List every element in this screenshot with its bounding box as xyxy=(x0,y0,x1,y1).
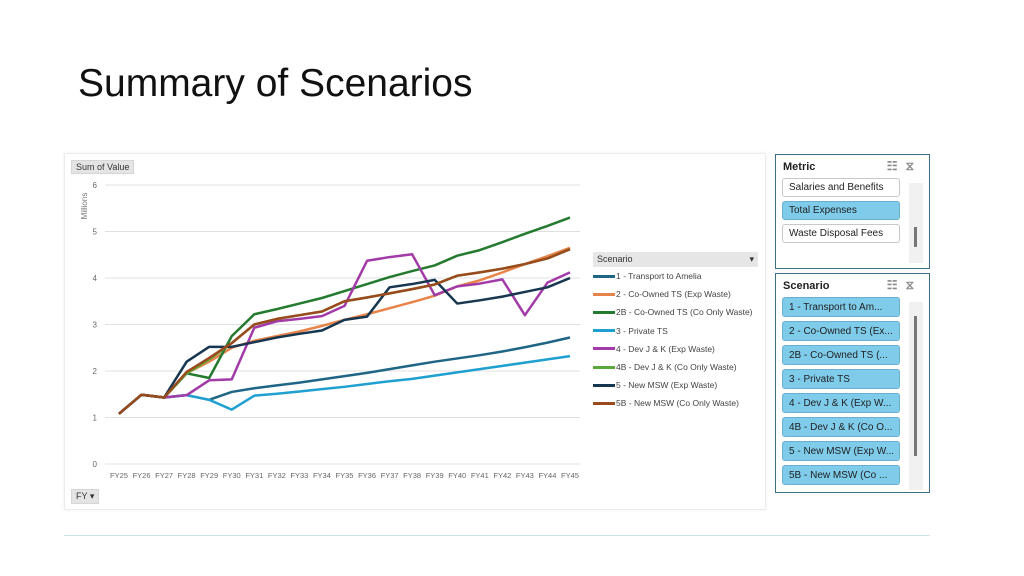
scenario-slicer-item[interactable]: 1 - Transport to Am... xyxy=(782,297,900,317)
y-tick-label: 6 xyxy=(93,181,98,190)
value-field-button[interactable]: Sum of Value xyxy=(71,160,135,174)
y-tick-label: 1 xyxy=(93,414,98,423)
series-line-3 xyxy=(118,354,571,415)
x-tick-label: FY32 xyxy=(268,471,286,480)
scenario-slicer-item[interactable]: 4B - Dev J & K (Co O... xyxy=(782,417,900,437)
legend-item[interactable]: 2 - Co-Owned TS (Exp Waste) xyxy=(593,285,758,303)
legend: Scenario ▾ 1 - Transport to Amelia 2 - Co-… xyxy=(593,252,758,413)
scenario-slicer-item[interactable]: 5 - New MSW (Exp W... xyxy=(782,441,900,461)
metric-slicer-item[interactable]: Waste Disposal Fees xyxy=(782,224,900,243)
x-tick-label: FY43 xyxy=(516,471,534,480)
legend-swatch xyxy=(593,365,615,369)
y-tick-label: 0 xyxy=(93,460,98,469)
metric-slicer-item[interactable]: Salaries and Benefits xyxy=(782,178,900,197)
legend-swatch xyxy=(593,401,615,405)
legend-swatch xyxy=(593,347,615,351)
x-tick-label: FY38 xyxy=(403,471,421,480)
x-tick-label: FY35 xyxy=(336,471,354,480)
series-line-4 xyxy=(118,253,571,415)
scrollbar[interactable] xyxy=(909,183,923,263)
divider xyxy=(64,535,930,536)
legend-swatch xyxy=(593,310,615,314)
x-tick-label: FY34 xyxy=(313,471,331,480)
x-tick-label: FY44 xyxy=(538,471,556,480)
scrollbar[interactable] xyxy=(909,302,923,490)
y-tick-label: 2 xyxy=(93,367,98,376)
clear-filter-icon[interactable]: ⧖ xyxy=(905,278,922,292)
scenario-slicer-item[interactable]: 4 - Dev J & K (Exp W... xyxy=(782,393,900,413)
x-tick-label: FY33 xyxy=(290,471,308,480)
x-tick-label: FY30 xyxy=(223,471,241,480)
dropdown-icon: ▾ xyxy=(749,254,754,264)
series-line-6 xyxy=(118,276,571,415)
legend-item[interactable]: 5B - New MSW (Co Only Waste) xyxy=(593,394,758,412)
slicer-title: Metric xyxy=(783,160,816,173)
x-tick-label: FY42 xyxy=(493,471,511,480)
fy-filter-button[interactable]: FY ▾ xyxy=(71,489,100,504)
legend-item[interactable]: 5 - New MSW (Exp Waste) xyxy=(593,376,758,394)
series-line-2 xyxy=(118,216,571,415)
legend-swatch xyxy=(593,329,615,333)
clear-filter-icon[interactable]: ⧖ xyxy=(905,159,922,173)
legend-item[interactable]: 3 - Private TS xyxy=(593,322,758,340)
x-tick-label: FY36 xyxy=(358,471,376,480)
x-tick-label: FY37 xyxy=(381,471,399,480)
legend-swatch xyxy=(593,383,615,387)
x-tick-label: FY28 xyxy=(178,471,196,480)
x-tick-label: FY27 xyxy=(155,471,173,480)
multi-select-icon[interactable]: ☷ xyxy=(886,159,906,173)
multi-select-icon[interactable]: ☷ xyxy=(886,278,906,292)
series-line-0 xyxy=(118,336,571,415)
legend-swatch xyxy=(593,292,615,296)
scenario-slicer-item[interactable]: 3 - Private TS xyxy=(782,369,900,389)
series-line-7 xyxy=(118,248,571,415)
legend-item[interactable]: 4 - Dev J & K (Exp Waste) xyxy=(593,340,758,358)
x-tick-label: FY31 xyxy=(245,471,263,480)
y-axis-label: Millions xyxy=(80,193,89,220)
metric-slicer: Metric ☷⧖ Salaries and Benefits Total Expe… xyxy=(775,154,930,269)
x-tick-label: FY25 xyxy=(110,471,128,480)
slicer-title: Scenario xyxy=(783,279,830,292)
page-title: Summary of Scenarios xyxy=(78,62,473,105)
y-tick-label: 4 xyxy=(93,274,98,283)
series-line-5 xyxy=(118,248,571,415)
pivot-chart: 0 1 2 3 4 5 6 Millions FY25 FY26 FY27 FY28 FY29 FY30 F… xyxy=(64,153,766,510)
y-tick-label: 5 xyxy=(93,228,98,237)
metric-slicer-item[interactable]: Total Expenses xyxy=(782,201,900,220)
scenario-slicer-item[interactable]: 2B - Co-Owned TS (... xyxy=(782,345,900,365)
legend-filter-button[interactable]: Scenario ▾ xyxy=(593,252,758,267)
x-tick-label: FY26 xyxy=(133,471,151,480)
legend-swatch xyxy=(593,274,615,278)
x-tick-label: FY39 xyxy=(426,471,444,480)
legend-item[interactable]: 2B - Co-Owned TS (Co Only Waste) xyxy=(593,303,758,321)
series-line-1 xyxy=(118,246,571,415)
scenario-slicer: Scenario ☷⧖ 1 - Transport to Am... 2 - Co-… xyxy=(775,273,930,493)
line-chart: 0 1 2 3 4 5 6 Millions FY25 FY26 FY27 FY28 FY29 FY30 F… xyxy=(80,181,580,480)
legend-item[interactable]: 4B - Dev J & K (Co Only Waste) xyxy=(593,358,758,376)
x-tick-label: FY41 xyxy=(471,471,489,480)
x-tick-label: FY45 xyxy=(561,471,579,480)
scenario-slicer-item[interactable]: 5B - New MSW (Co ... xyxy=(782,465,900,485)
x-tick-label: FY40 xyxy=(448,471,466,480)
x-tick-label: FY29 xyxy=(200,471,218,480)
y-tick-label: 3 xyxy=(93,321,98,330)
scenario-slicer-item[interactable]: 2 - Co-Owned TS (Ex... xyxy=(782,321,900,341)
legend-item[interactable]: 1 - Transport to Amelia xyxy=(593,267,758,285)
